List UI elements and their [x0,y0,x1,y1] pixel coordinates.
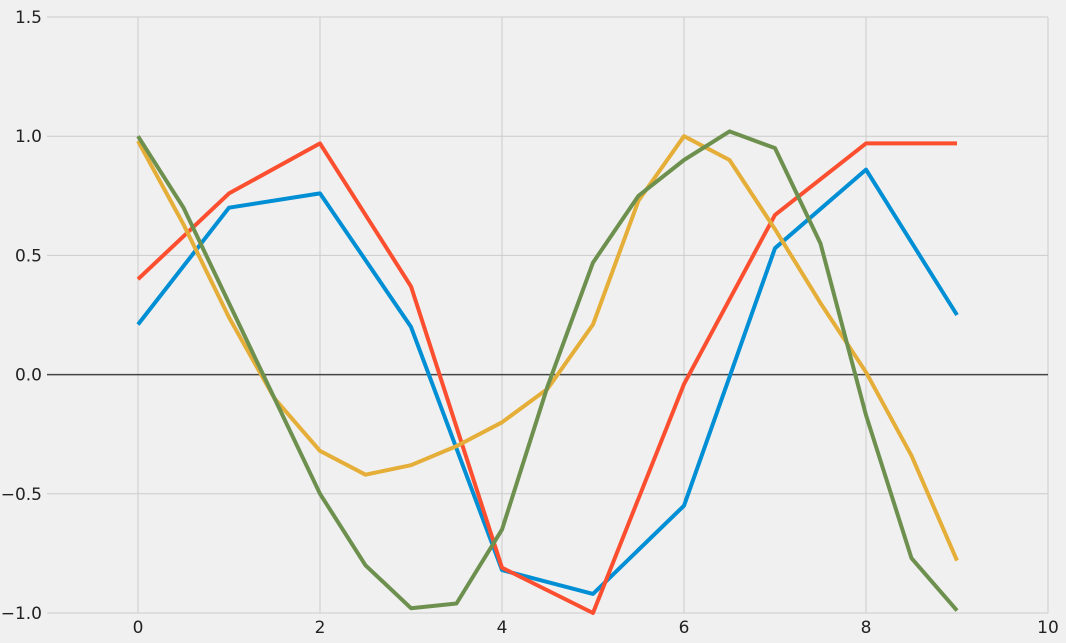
series-line-4 [136,129,959,612]
y-tick-label: 1.0 [15,127,42,147]
y-tick-label: −1.0 [1,604,42,624]
x-tick-labels: 0 2 4 6 8 10 [133,618,1059,638]
x-tick-label: 0 [133,618,144,638]
y-tick-label: 0.5 [15,246,42,266]
series-line-2 [136,141,957,615]
x-tick-label: 8 [861,618,872,638]
x-tick-label: 2 [315,618,326,638]
series-line-1 [136,167,959,596]
x-tick-label: 10 [1037,618,1059,638]
y-tick-label: −0.5 [1,485,42,505]
x-tick-label: 6 [679,618,690,638]
y-tick-label: 1.5 [15,8,42,28]
series-lines [136,129,959,615]
y-tick-label: 0.0 [15,366,42,386]
x-tick-label: 4 [497,618,508,638]
y-tick-labels: −1.0 −0.5 0.0 0.5 1.0 1.5 [1,8,42,624]
